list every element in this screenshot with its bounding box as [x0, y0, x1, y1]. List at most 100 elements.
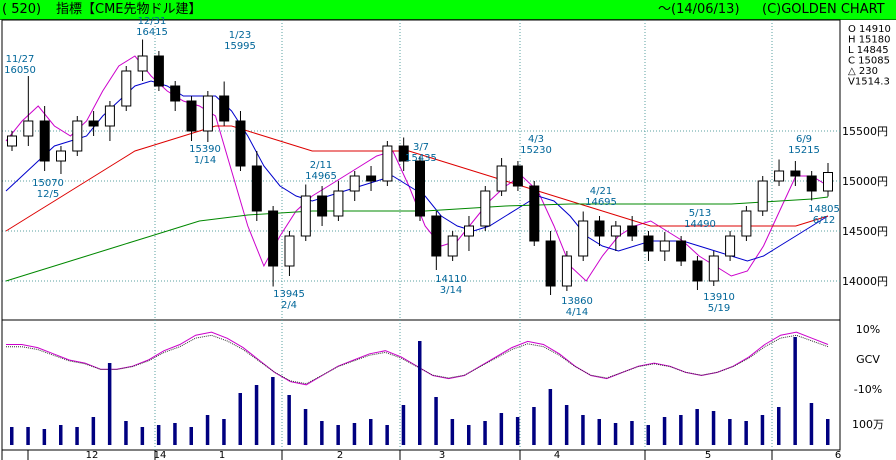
- volume-bar: [320, 421, 324, 445]
- annotation-label: 15215: [788, 145, 820, 156]
- annotation-label: 16415: [136, 27, 168, 38]
- annotation-label: 2/4: [281, 300, 297, 311]
- volume-bar: [679, 415, 683, 445]
- ohlc-info-line: C 15085: [848, 56, 890, 67]
- candle-down: [790, 170, 801, 177]
- volume-bar: [695, 409, 699, 445]
- chart-title: 指標【CME先物ドル建】: [56, 2, 202, 17]
- volume-bar: [646, 425, 650, 445]
- candle-up: [578, 220, 589, 257]
- volume-bar: [75, 427, 79, 445]
- volume-bar: [532, 407, 536, 445]
- volume-bar: [613, 423, 618, 445]
- x-tick-label: 2: [337, 450, 343, 460]
- header-bar: ( 520) 指標【CME先物ドル建】 ～(14/06/13) (C)GOLDE…: [0, 0, 896, 20]
- candle-down: [317, 195, 328, 217]
- candle-up: [72, 120, 83, 152]
- volume-bar: [205, 415, 210, 445]
- volume-bar: [744, 421, 748, 445]
- y-tick-label: 15000円: [842, 175, 888, 188]
- candle-up: [23, 120, 34, 137]
- volume-bar: [515, 417, 520, 445]
- candle-down: [186, 100, 197, 132]
- volume-bar: [401, 405, 406, 445]
- candle-down: [235, 120, 246, 167]
- candle-down: [88, 120, 99, 127]
- x-tick-label: 6: [835, 450, 841, 460]
- candle-up: [56, 150, 66, 162]
- volume-bar: [548, 389, 553, 445]
- candle-down: [806, 175, 817, 192]
- candle-up: [382, 145, 393, 182]
- candle-down: [643, 235, 654, 252]
- annotation-label: 13910: [703, 292, 735, 303]
- candle-down: [398, 145, 409, 162]
- annotation-label: 1/23: [229, 30, 251, 41]
- candle-down: [594, 220, 605, 237]
- x-tick-label: 12: [86, 450, 99, 460]
- candle-down: [676, 240, 687, 262]
- candle-up: [741, 210, 752, 237]
- volume-bar: [107, 363, 112, 445]
- volume-bar: [662, 417, 667, 445]
- candle-down: [529, 185, 540, 242]
- ohlc-info-line: V1514.3: [848, 77, 890, 88]
- volume-bar: [728, 419, 732, 445]
- annotation-label: 15995: [224, 41, 256, 52]
- volume-bar: [42, 429, 47, 445]
- volume-bar: [254, 385, 259, 445]
- candle-up: [480, 190, 491, 227]
- volume-bar: [140, 427, 145, 445]
- candle-up: [757, 180, 768, 212]
- annotation-label: 14110: [435, 274, 467, 285]
- annotation-label: 11/27: [6, 54, 35, 65]
- x-tick-label: 14: [154, 450, 167, 460]
- volume-bar: [336, 425, 340, 445]
- candle-down: [415, 160, 425, 217]
- candle-up: [202, 95, 213, 132]
- candle-up: [464, 225, 474, 237]
- annotation-label: 4/21: [590, 186, 612, 197]
- ohlc-info-line: H 15180: [848, 35, 891, 46]
- annotation-label: 2/11: [310, 160, 332, 171]
- x-tick-label: 5: [705, 450, 711, 460]
- candle-down: [545, 240, 556, 287]
- y-tick-label: 15500円: [842, 125, 888, 138]
- annotation-label: 14695: [585, 197, 617, 208]
- annotation-label: 15435: [405, 153, 437, 164]
- annotation-label: 5/19: [708, 303, 730, 314]
- ohlc-info-line: L 14845: [848, 45, 889, 56]
- candle-down: [512, 165, 523, 187]
- candle-up: [104, 105, 115, 127]
- oscillator-signal-line: [6, 334, 829, 385]
- candle-down: [219, 95, 230, 122]
- volume-bar: [793, 337, 797, 445]
- volume-bar: [91, 417, 96, 445]
- volume-bar: [189, 427, 193, 445]
- volume-bar: [630, 421, 634, 445]
- volume-bar: [483, 421, 487, 445]
- annotation-label: 13945: [273, 289, 305, 300]
- candle-up: [708, 255, 719, 282]
- candle-up: [496, 165, 507, 192]
- annotation-label: 14965: [305, 171, 337, 182]
- candle-up: [349, 175, 360, 192]
- annotation-label: 4/14: [566, 307, 588, 318]
- annotation-label: 3/7: [413, 142, 429, 153]
- annotation-label: 14490: [684, 219, 716, 230]
- date-range: ～(14/06/13): [658, 2, 740, 17]
- candle-up: [333, 190, 344, 217]
- volume-bar: [10, 427, 14, 445]
- annotation-label: 3/14: [440, 285, 462, 296]
- volume-bar: [434, 397, 438, 445]
- annotation-label: 12/5: [37, 189, 59, 200]
- annotation-label: 15070: [32, 178, 64, 189]
- volume-bar: [467, 425, 471, 445]
- candle-up: [447, 235, 458, 257]
- candle-down: [627, 225, 638, 237]
- volume-bar: [809, 403, 814, 445]
- indicator-tick-label: GCV: [856, 353, 880, 366]
- x-tick-label: 3: [439, 450, 445, 460]
- candle-down: [251, 165, 262, 212]
